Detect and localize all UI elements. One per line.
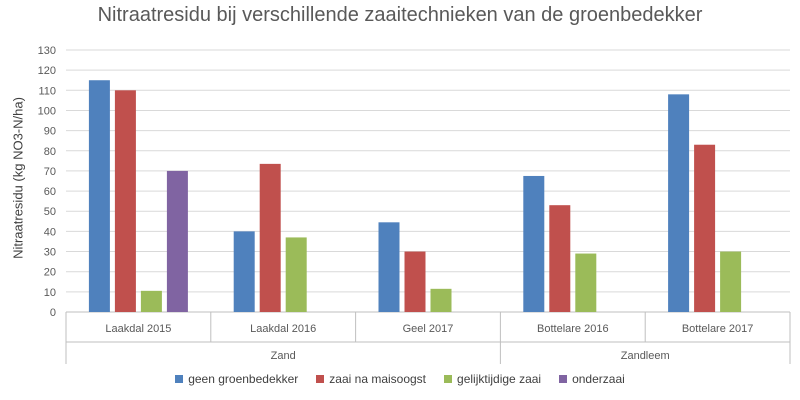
legend: geen groenbedekker zaai na maisoogst gelij…	[0, 372, 800, 386]
y-tick-label: 50	[44, 206, 56, 218]
y-tick-label: 70	[44, 166, 56, 178]
legend-item: gelijktijdige zaai	[444, 372, 541, 386]
y-tick-label: 10	[44, 287, 56, 299]
bar	[259, 163, 281, 312]
bar	[694, 144, 716, 312]
legend-item: geen groenbedekker	[175, 372, 298, 386]
bar	[404, 251, 426, 312]
legend-swatch	[175, 375, 184, 383]
y-tick-label: 90	[44, 126, 56, 138]
legend-label: zaai na maisoogst	[329, 372, 427, 386]
bar	[285, 237, 307, 312]
legend-label: geen groenbedekker	[188, 372, 299, 386]
y-tick-label: 40	[44, 226, 56, 238]
x-tick-label: Bottelare 2017	[682, 323, 754, 335]
bar	[166, 170, 188, 312]
bar	[523, 175, 545, 312]
y-tick-label: 130	[38, 45, 56, 57]
legend-swatch	[444, 375, 453, 383]
y-tick-label: 60	[44, 186, 56, 198]
x-tick-label: Bottelare 2016	[537, 323, 609, 335]
y-tick-label: 100	[38, 105, 56, 117]
chart-title: Nitraatresidu bij verschillende zaaitech…	[97, 4, 703, 26]
legend-item: onderzaai	[559, 372, 625, 386]
bar	[720, 251, 742, 312]
bar	[668, 94, 690, 312]
legend-swatch	[559, 375, 568, 383]
bar	[378, 222, 400, 312]
group-label: Zand	[271, 350, 296, 362]
y-tick-label: 20	[44, 267, 56, 279]
x-tick-label: Laakdal 2015	[105, 323, 171, 335]
y-tick-label: 80	[44, 146, 56, 158]
y-tick-label: 120	[38, 65, 56, 77]
legend-label: onderzaai	[572, 372, 625, 386]
legend-swatch	[316, 375, 325, 383]
bar	[140, 290, 162, 312]
bar	[430, 288, 452, 312]
y-tick-label: 0	[50, 307, 56, 319]
bar	[114, 90, 136, 312]
legend-item: zaai na maisoogst	[316, 372, 426, 386]
y-tick-label: 30	[44, 247, 56, 259]
bar	[233, 231, 255, 312]
x-tick-label: Laakdal 2016	[250, 323, 316, 335]
bar	[575, 253, 597, 312]
legend-label: gelijktijdige zaai	[457, 372, 542, 386]
y-tick-label: 110	[38, 85, 56, 97]
group-label: Zandleem	[621, 350, 670, 362]
bar	[88, 80, 110, 312]
bar	[549, 205, 571, 312]
x-tick-label: Geel 2017	[403, 323, 454, 335]
